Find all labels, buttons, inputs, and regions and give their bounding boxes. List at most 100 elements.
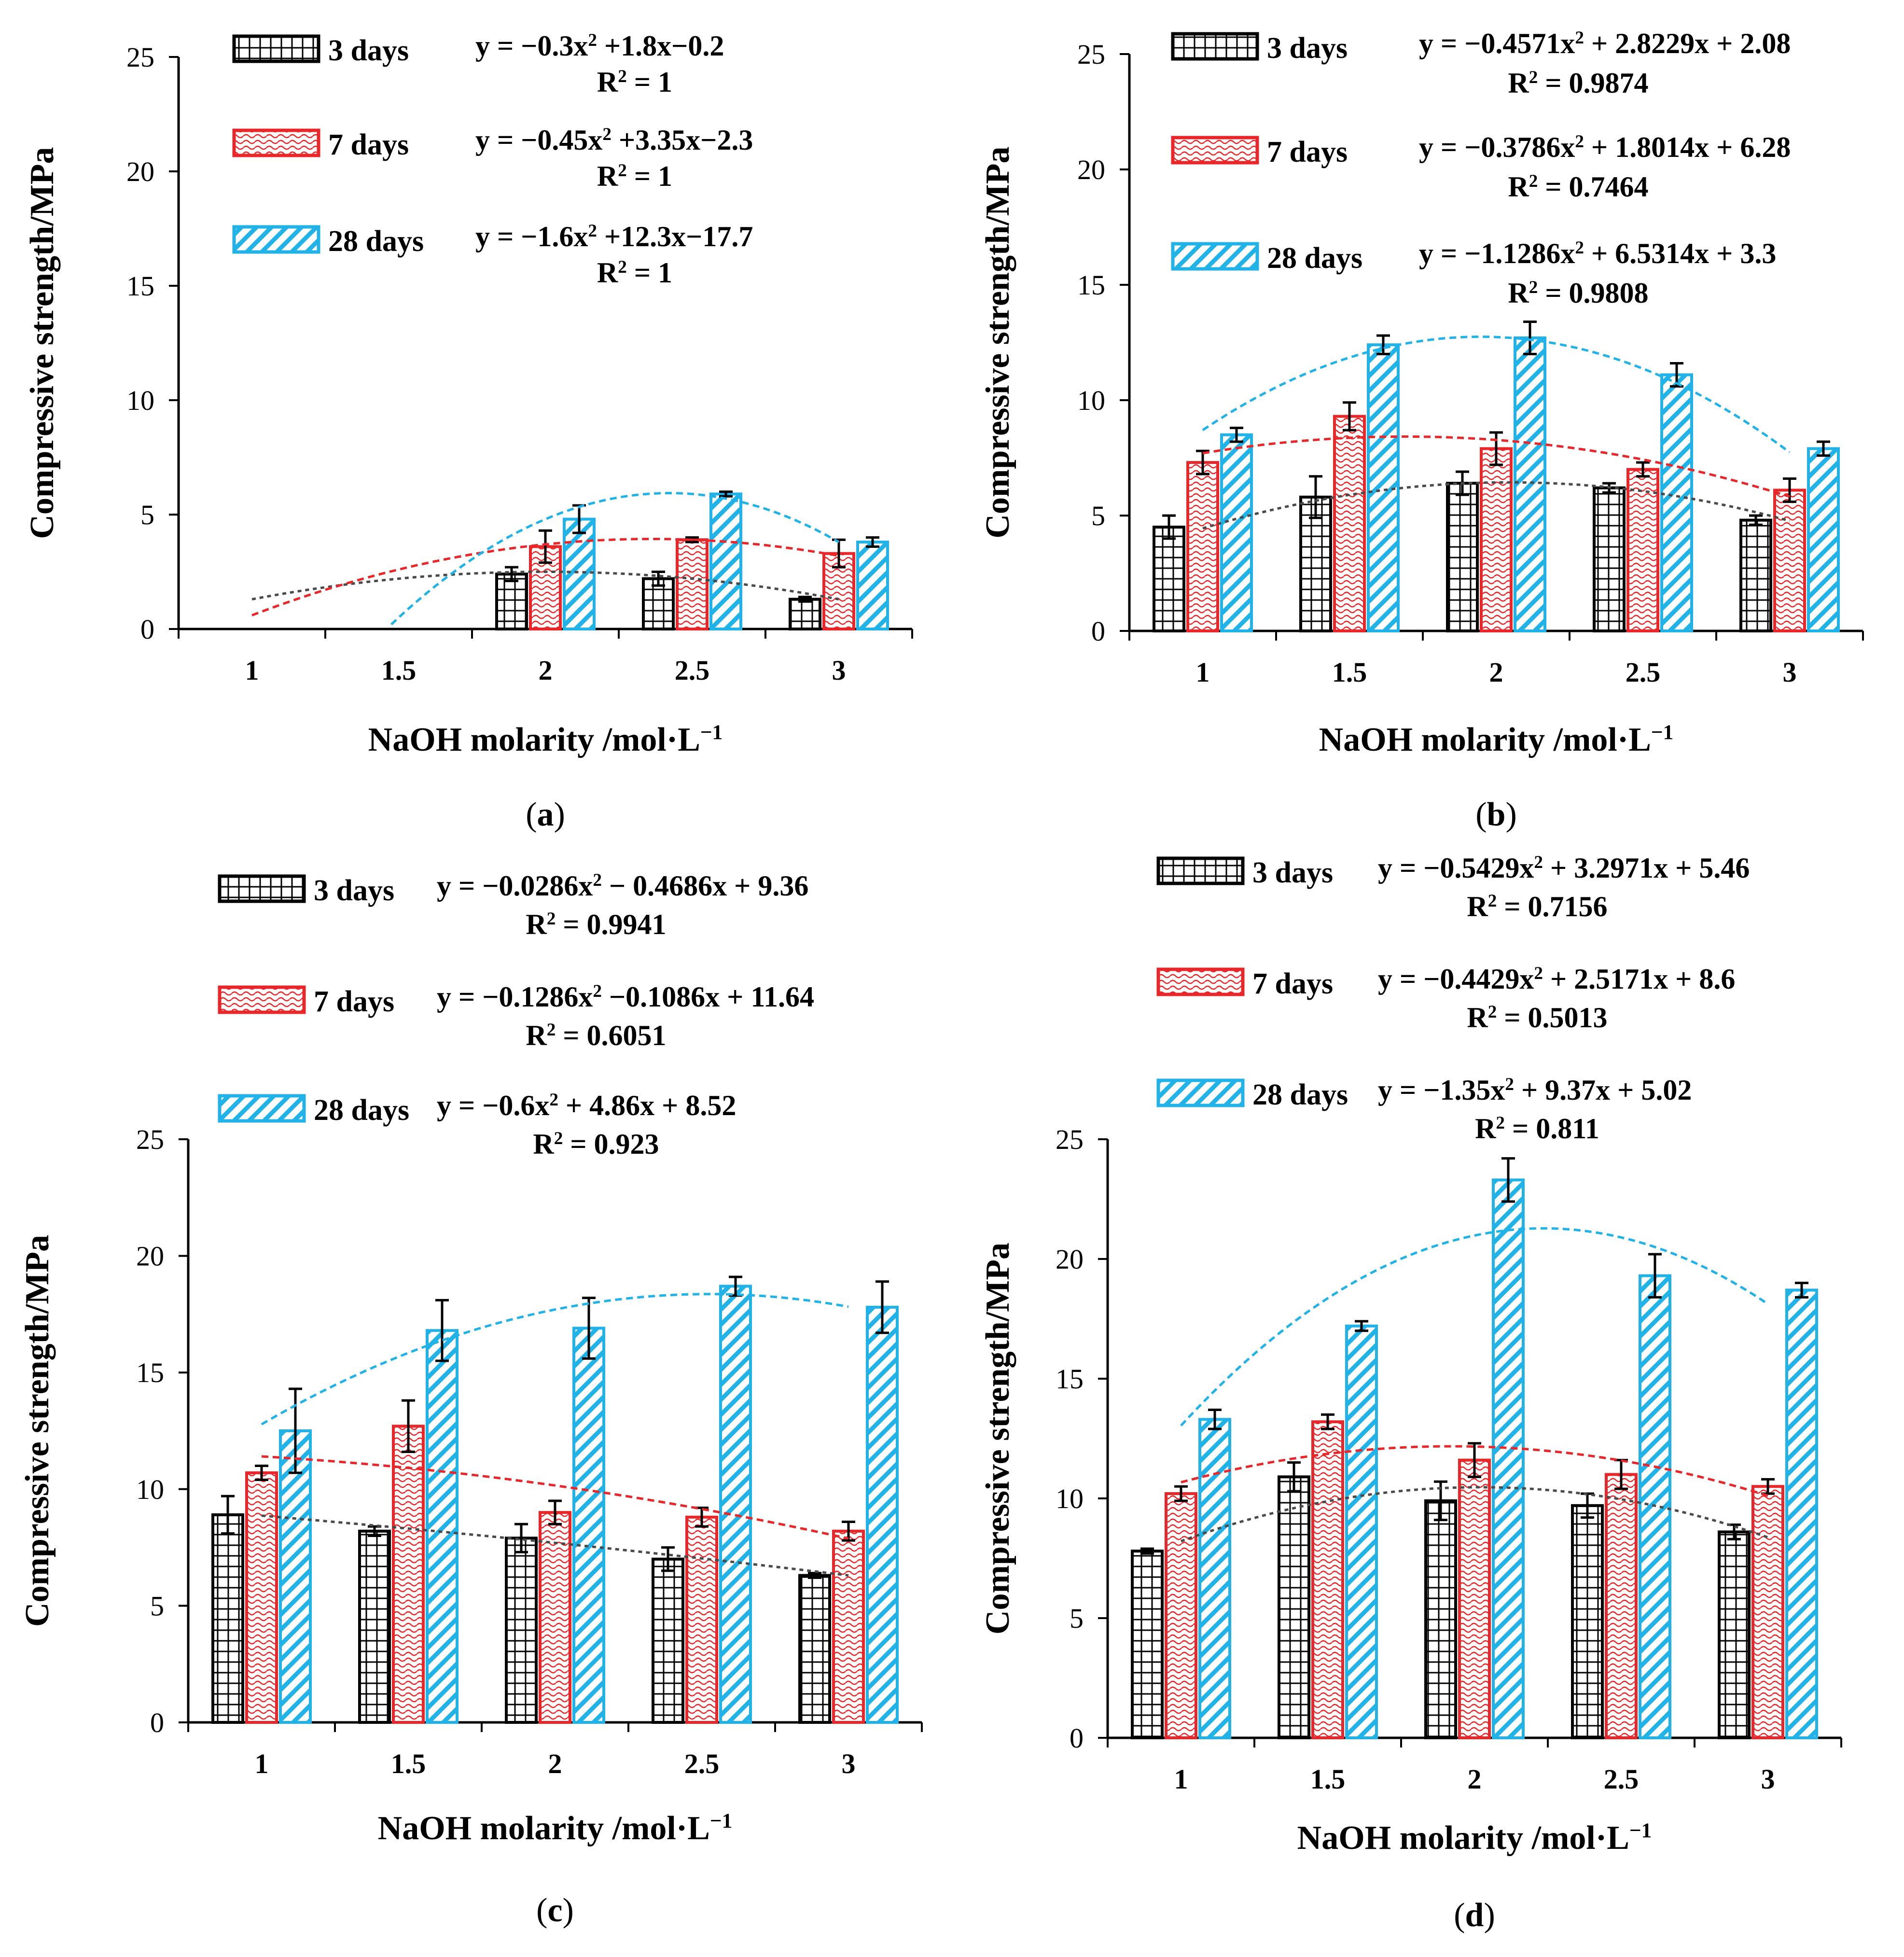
- r-squared: R2 = 0.7464: [1508, 171, 1648, 203]
- panel-label: (a): [526, 796, 565, 833]
- legend-label: 28 days: [1267, 242, 1362, 275]
- legend-swatch-7-days: [232, 128, 320, 157]
- legend-label: 28 days: [314, 1094, 409, 1127]
- bar-3-days-3: [1739, 518, 1772, 633]
- trend-equation: y = −0.5429x2 + 3.2971x + 5.46: [1378, 852, 1750, 884]
- bar-28-days-2.5: [709, 492, 742, 631]
- x-axis-title: NaOH molarity /mol·L−1: [378, 1809, 733, 1847]
- y-axis-title: Compressive strength/MPa: [979, 146, 1016, 538]
- y-tick-label: 10: [136, 1474, 164, 1505]
- bar-7-days-2: [1480, 447, 1513, 632]
- bar-28-days-3: [1807, 447, 1840, 632]
- x-axis-title: NaOH molarity /mol·L−1: [368, 721, 723, 758]
- trend-equation: y = −1.35x2 + 9.37x + 5.02: [1378, 1074, 1692, 1106]
- x-tick-label: 2: [539, 655, 553, 686]
- bar-3-days-2: [1424, 1499, 1457, 1739]
- x-tick-label: 1: [1174, 1763, 1188, 1795]
- y-tick-label: 25: [1077, 39, 1105, 70]
- y-axis-title: Compressive strength/MPa: [19, 1235, 56, 1627]
- fit-curve-28-days: [261, 1293, 849, 1426]
- trend-equation: y = −1.6x2 +12.3x−17.7: [475, 221, 753, 252]
- bar-7-days-3: [1773, 489, 1806, 632]
- bar-28-days-1: [1198, 1418, 1231, 1740]
- bar-3-days-2.5: [652, 1557, 684, 1724]
- legend-swatch-3-days: [218, 874, 306, 903]
- x-tick-label: 1.5: [381, 655, 417, 686]
- bar-3-days-3: [798, 1574, 831, 1724]
- x-tick-label: 3: [1761, 1763, 1775, 1795]
- y-tick-label: 5: [1070, 1603, 1084, 1634]
- trend-equation: y = −0.6x2 + 4.86x + 8.52: [437, 1090, 736, 1121]
- x-tick-label: 2: [548, 1748, 562, 1779]
- bar-28-days-2.5: [719, 1285, 752, 1724]
- bar-28-days-3: [856, 540, 889, 630]
- fit-curve-7-days: [261, 1455, 849, 1540]
- r-squared: R2 = 0.9941: [526, 909, 666, 940]
- r-squared: R2 = 0.7156: [1467, 891, 1607, 923]
- bar-3-days-2.5: [1571, 1504, 1604, 1739]
- x-tick-label: 1.5: [391, 1748, 426, 1779]
- x-axis-title: NaOH molarity /mol·L−1: [1319, 721, 1674, 758]
- bar-7-days-1: [245, 1471, 278, 1724]
- y-tick-label: 5: [1091, 500, 1105, 531]
- legend-label: 28 days: [1252, 1078, 1348, 1111]
- r-squared: R2 = 0.9874: [1508, 67, 1648, 99]
- bar-3-days-1.5: [1299, 495, 1332, 632]
- legend-swatch-3-days: [232, 34, 320, 63]
- bar-3-days-2.5: [642, 577, 675, 630]
- bar-28-days-1.5: [426, 1329, 459, 1724]
- x-axis-title: NaOH molarity /mol·L−1: [1297, 1819, 1652, 1857]
- y-tick-label: 20: [126, 156, 154, 187]
- bar-28-days-2: [572, 1327, 605, 1724]
- bar-28-days-3: [1785, 1288, 1818, 1739]
- bar-28-days-2: [1492, 1178, 1525, 1740]
- bar-28-days-2.5: [1660, 373, 1693, 632]
- bar-7-days-2.5: [685, 1515, 718, 1724]
- r-squared: R2 = 1: [597, 257, 672, 289]
- bar-7-days-3: [832, 1529, 865, 1724]
- y-tick-label: 5: [140, 499, 154, 531]
- bar-28-days-2: [563, 517, 596, 630]
- legend-swatch-28-days: [232, 225, 320, 254]
- bar-7-days-2: [539, 1511, 571, 1724]
- fit-curve-28-days: [1202, 335, 1791, 453]
- y-tick-label: 10: [1056, 1483, 1084, 1514]
- bar-28-days-3: [866, 1305, 899, 1724]
- x-tick-label: 1.5: [1332, 657, 1367, 688]
- legend-swatch-3-days: [1156, 856, 1245, 885]
- y-tick-label: 15: [1077, 269, 1105, 301]
- r-squared: R2 = 0.811: [1475, 1113, 1599, 1145]
- trend-equation: y = −0.45x2 +3.35x−2.3: [475, 124, 753, 156]
- trend-equation: y = −0.0286x2 − 0.4686x + 9.36: [437, 870, 808, 902]
- y-tick-label: 10: [126, 385, 154, 416]
- r-squared: R2 = 1: [597, 66, 672, 98]
- y-tick-label: 25: [1056, 1124, 1084, 1155]
- legend-label: 3 days: [328, 34, 409, 67]
- bar-3-days-1: [1153, 525, 1185, 633]
- bar-28-days-1: [279, 1429, 312, 1724]
- x-tick-label: 1: [245, 655, 259, 686]
- fit-curve-3-days: [1181, 1486, 1768, 1542]
- bar-3-days-2: [1446, 482, 1479, 633]
- chart-panel-c: 0 5 10 15 20 25 1 1.5 2 2.5 3 3 days y = −0.0286x2 −…: [19, 870, 923, 1929]
- x-tick-label: 2.5: [675, 655, 710, 686]
- y-tick-label: 20: [136, 1241, 164, 1272]
- y-tick-label: 15: [136, 1357, 164, 1388]
- y-tick-label: 15: [126, 270, 154, 302]
- x-tick-label: 2: [1489, 657, 1503, 688]
- r-squared: R2 = 1: [597, 160, 672, 192]
- x-tick-label: 1.5: [1310, 1763, 1346, 1795]
- legend-label: 28 days: [328, 225, 424, 258]
- legend-label: 3 days: [314, 874, 394, 907]
- fit-curve-3-days: [251, 571, 839, 601]
- bar-3-days-3: [789, 598, 821, 631]
- bar-28-days-1.5: [1345, 1324, 1378, 1739]
- bar-7-days-1.5: [1333, 415, 1366, 633]
- fit-curve-28-days: [390, 491, 840, 626]
- chart-panel-a: 0 5 10 15 20 25 1 1.5 2 2.5 3 3 days y = −0.3x2 +1.8…: [24, 30, 913, 833]
- bar-7-days-2.5: [1605, 1473, 1638, 1739]
- x-tick-label: 1: [1196, 657, 1210, 688]
- legend-swatch-7-days: [218, 985, 306, 1014]
- y-tick-label: 25: [136, 1124, 164, 1155]
- bar-3-days-1: [211, 1513, 244, 1724]
